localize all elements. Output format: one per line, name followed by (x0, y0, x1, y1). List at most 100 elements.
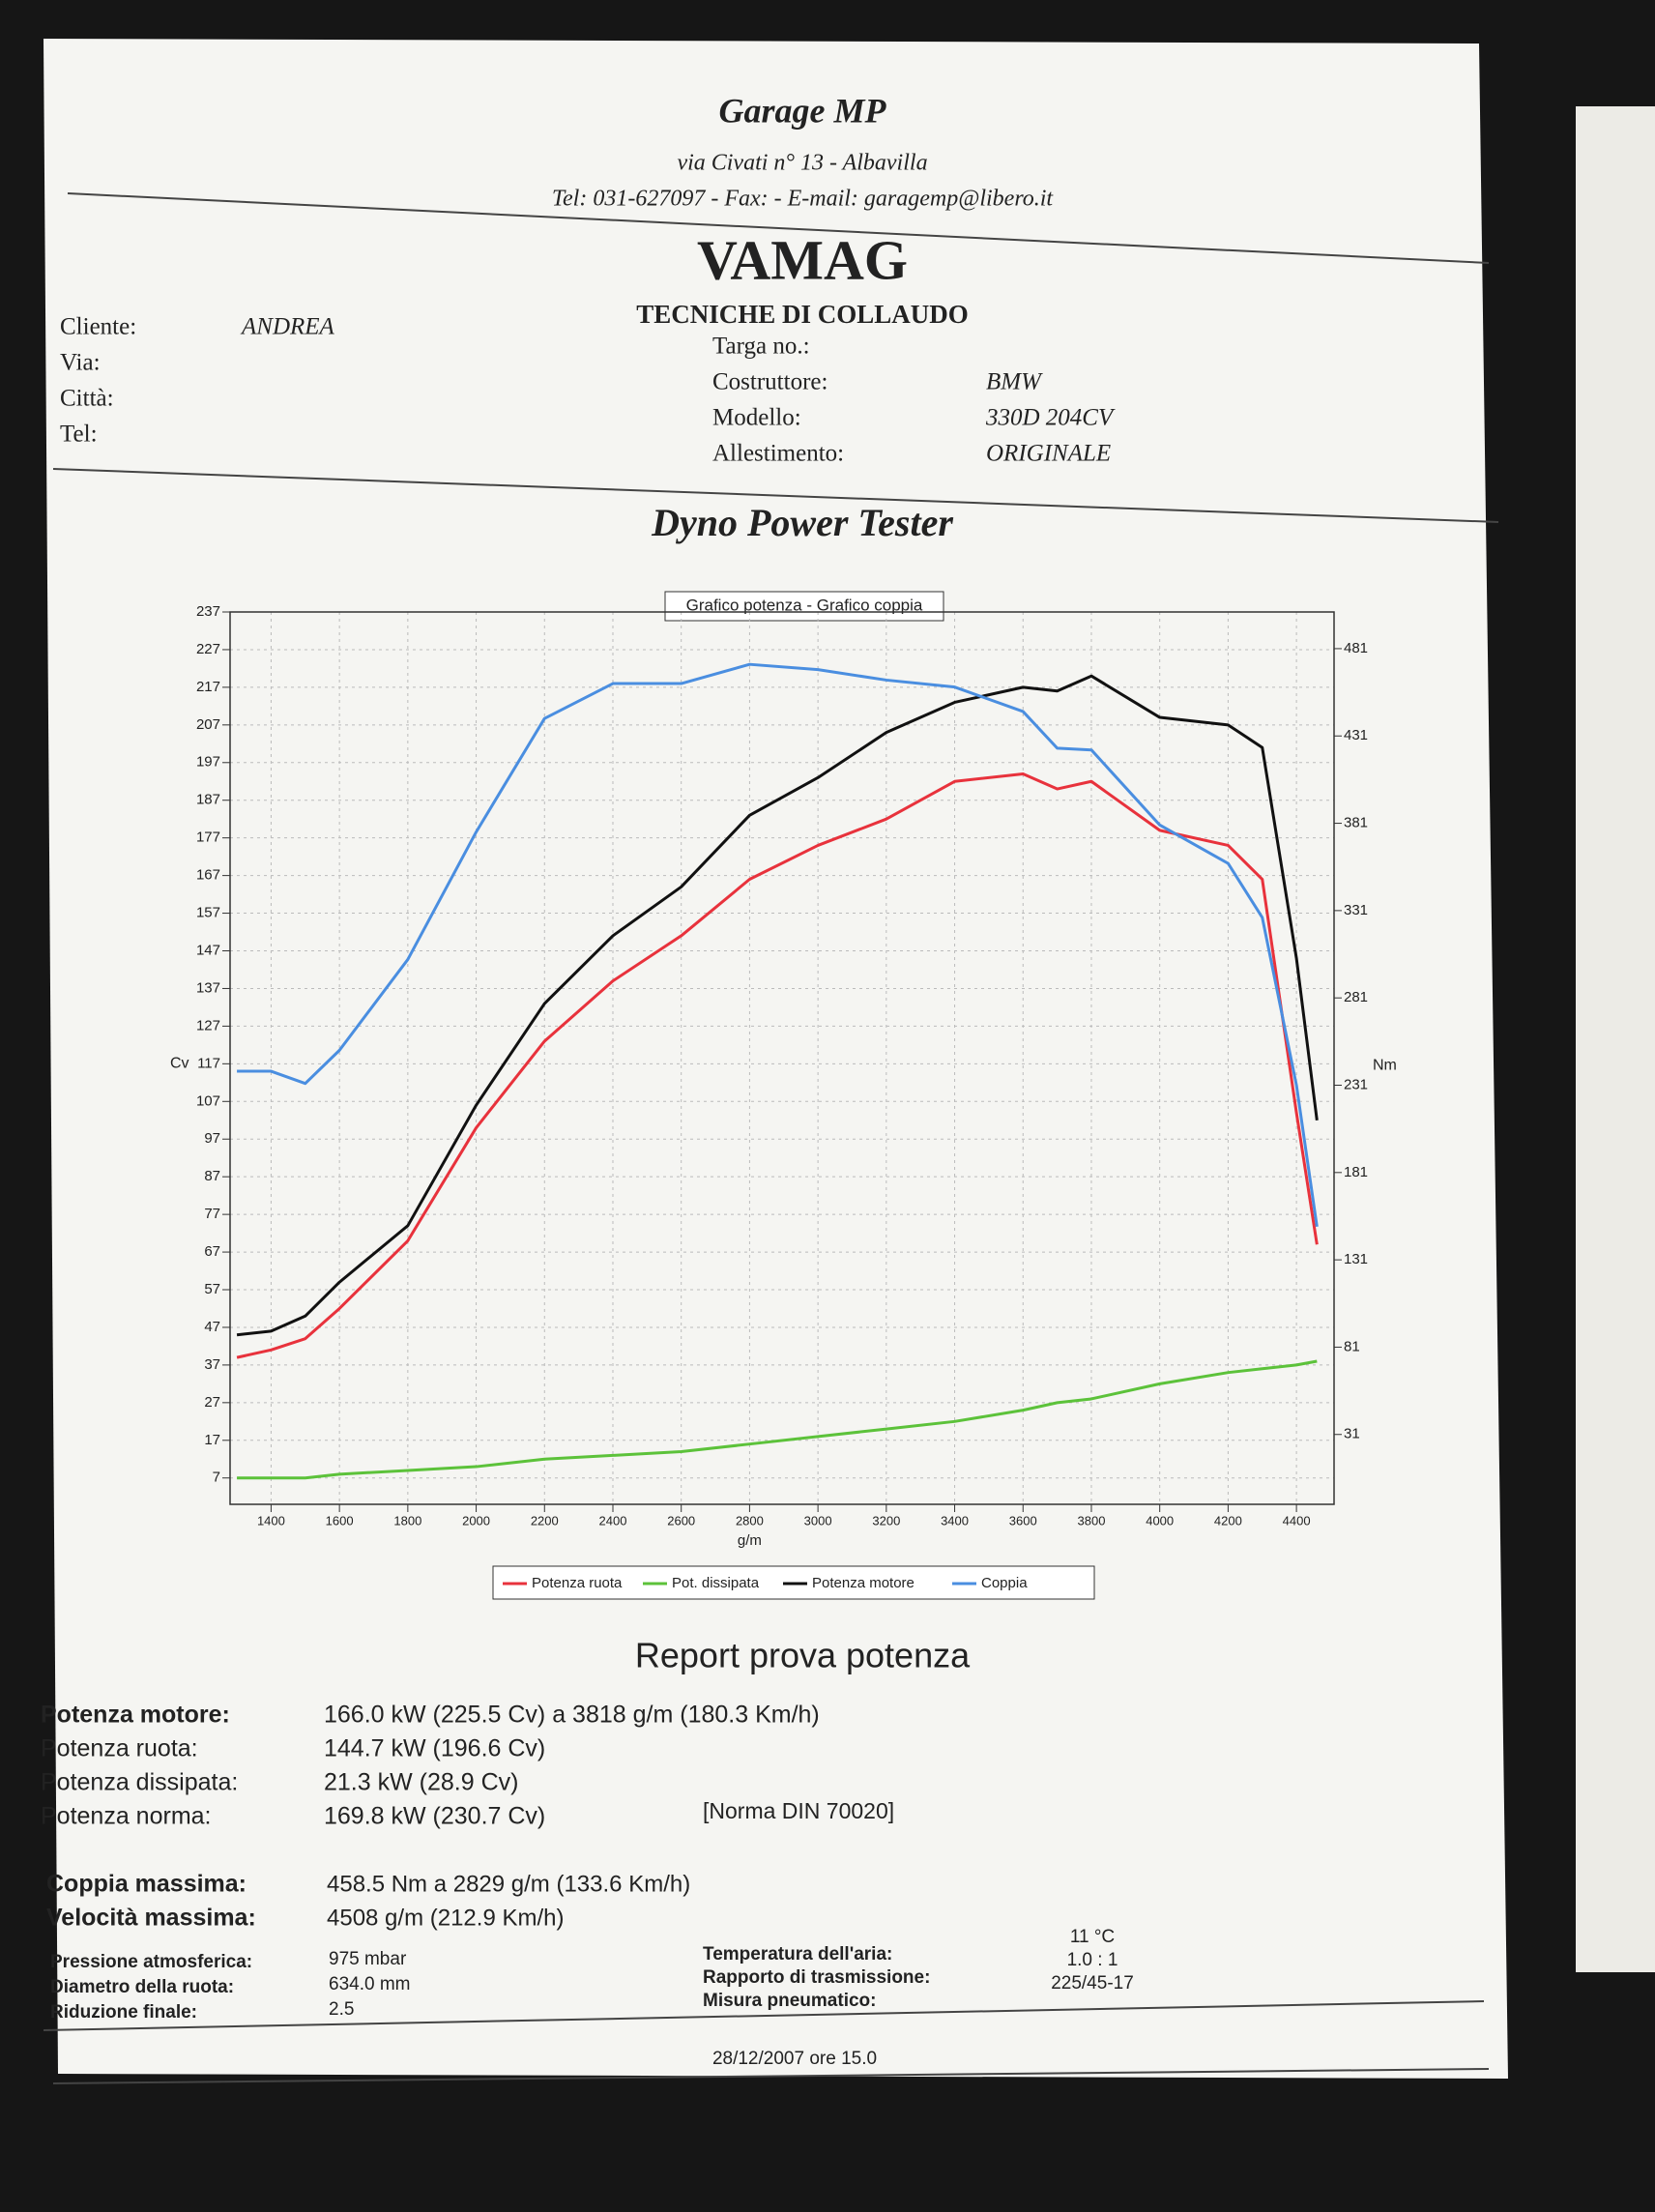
client-label: Via: (60, 350, 101, 376)
x-tick-label: 3600 (1009, 1513, 1037, 1528)
x-tick-label: 3000 (804, 1513, 832, 1528)
y2-tick-label: 31 (1344, 1426, 1360, 1442)
report-value: 21.3 kW (28.9 Cv) (324, 1769, 518, 1796)
x-tick-label: 2800 (736, 1513, 764, 1528)
brand-subtitle: TECNICHE DI COLLAUDO (636, 300, 969, 329)
vehicle-value: 330D 204CV (985, 405, 1116, 431)
report-value: 458.5 Nm a 2829 g/m (133.6 Km/h) (327, 1871, 690, 1897)
condition-value: 2.5 (329, 1999, 354, 2020)
x-tick-label: 4200 (1214, 1513, 1242, 1528)
report-label: Velocità massima: (46, 1905, 256, 1932)
report-value: 4508 g/m (212.9 Km/h) (327, 1905, 564, 1931)
client-value: ANDREA (240, 314, 335, 340)
y2-tick-label: 131 (1344, 1251, 1368, 1267)
paper (44, 39, 1508, 2079)
y-tick-label: 7 (213, 1470, 220, 1486)
y-tick-label: 47 (204, 1319, 220, 1335)
plot-frame (229, 611, 1335, 1505)
series-line (237, 662, 1319, 1228)
x-tick-label: 1400 (257, 1513, 285, 1528)
y2-tick-label: 231 (1344, 1076, 1368, 1092)
rule (43, 2000, 1485, 2031)
y-tick-label: 237 (196, 603, 220, 620)
y2-tick-label: 331 (1344, 902, 1368, 918)
y-tick-label: 97 (204, 1130, 220, 1147)
condition-value: 1.0 : 1 (1067, 1950, 1118, 1970)
report-value: 144.7 kW (196.6 Cv) (324, 1735, 545, 1762)
x-tick-label: 3200 (872, 1513, 900, 1528)
y2-tick-label: 181 (1344, 1164, 1368, 1180)
y-tick-label: 197 (196, 754, 220, 771)
vehicle-label: Costruttore: (712, 369, 828, 395)
y-tick-label: 167 (196, 867, 220, 884)
condition-value: 634.0 mm (329, 1974, 410, 1994)
x-tick-label: 1800 (393, 1513, 421, 1528)
x-tick-label: 2200 (531, 1513, 559, 1528)
x-tick-label: 2400 (599, 1513, 627, 1528)
report-note: [Norma DIN 70020] (703, 1798, 894, 1823)
report-label: Potenza motore: (41, 1702, 230, 1729)
y-tick-label: 17 (204, 1432, 220, 1448)
y2-tick-label: 481 (1344, 640, 1368, 656)
y-tick-label: 157 (196, 905, 220, 921)
x-tick-label: 2000 (462, 1513, 490, 1528)
report-value: 169.8 kW (230.7 Cv) (324, 1803, 545, 1830)
report-value: 166.0 kW (225.5 Cv) a 3818 g/m (180.3 Km… (324, 1702, 820, 1729)
y-tick-label: 217 (196, 679, 220, 695)
y-tick-label: 107 (196, 1092, 220, 1109)
y2-tick-label: 81 (1344, 1338, 1360, 1354)
condition-value: 225/45-17 (1051, 1973, 1134, 1994)
report-title: Report prova potenza (635, 1636, 971, 1675)
chart-title: Grafico potenza - Grafico coppia (686, 596, 923, 614)
y-tick-label: 147 (196, 942, 220, 958)
vehicle-label: Targa no.: (712, 334, 810, 360)
vehicle-label: Allestimento: (712, 441, 844, 467)
y-tick-label: 77 (204, 1206, 220, 1222)
client-label: Cliente: (60, 314, 136, 340)
legend-label: Potenza motore (812, 1575, 915, 1591)
y2-tick-label: 431 (1344, 727, 1368, 743)
brand: VAMAG (697, 228, 908, 291)
legend-label: Pot. dissipata (672, 1575, 760, 1591)
series-line (237, 1359, 1318, 1480)
x-tick-label: 4400 (1283, 1513, 1311, 1528)
y2-tick-label: 381 (1344, 815, 1368, 831)
shop-address: via Civati n° 13 - Albavilla (677, 151, 927, 176)
y-tick-label: 177 (196, 830, 220, 846)
report-label: Potenza dissipata: (41, 1769, 238, 1796)
shop-contact: Tel: 031-627097 - Fax: - E-mail: garagem… (552, 187, 1055, 212)
y-tick-label: 87 (204, 1168, 220, 1184)
y-tick-label: 207 (196, 716, 220, 733)
rule (52, 468, 1499, 523)
client-label: Tel: (60, 422, 98, 448)
x-tick-label: 1600 (326, 1513, 354, 1528)
y-tick-label: 117 (197, 1055, 220, 1071)
next-sheet (1576, 106, 1655, 1972)
condition-label: Riduzione finale: (50, 2002, 197, 2023)
report-label: Potenza norma: (41, 1803, 212, 1830)
x-axis-label: g/m (738, 1532, 762, 1549)
y2-tick-label: 281 (1344, 989, 1368, 1005)
x-tick-label: 3800 (1078, 1513, 1106, 1528)
condition-label: Diametro della ruota: (50, 1977, 234, 1997)
y-axis-label: Cv (170, 1056, 189, 1072)
condition-value: 11 °C (1070, 1927, 1115, 1947)
y2-axis-label: Nm (1373, 1058, 1397, 1074)
condition-label: Rapporto di trasmissione: (703, 1967, 930, 1988)
report-date: 28/12/2007 ore 15.0 (712, 2049, 877, 2069)
y-tick-label: 127 (196, 1017, 220, 1033)
legend-label: Coppia (981, 1575, 1028, 1591)
vehicle-value: BMW (986, 369, 1043, 395)
report-label: Coppia massima: (46, 1871, 247, 1898)
y-tick-label: 57 (204, 1281, 220, 1297)
condition-label: Misura pneumatico: (703, 1991, 876, 2011)
x-tick-label: 2600 (667, 1513, 695, 1528)
vehicle-label: Modello: (712, 405, 801, 431)
vehicle-value: ORIGINALE (986, 441, 1111, 467)
chart-title-box (664, 591, 944, 622)
client-label: Città: (60, 386, 114, 412)
rule (67, 192, 1490, 264)
y-tick-label: 227 (196, 641, 220, 657)
x-tick-label: 3400 (941, 1513, 969, 1528)
